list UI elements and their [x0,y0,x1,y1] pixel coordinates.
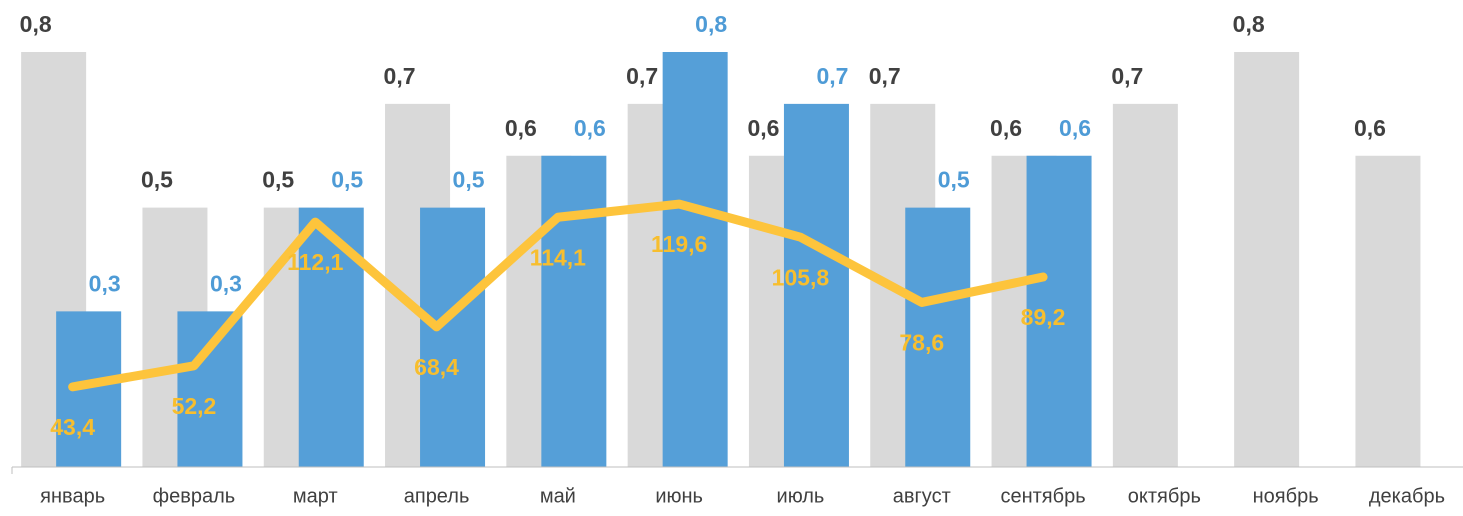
bar [1234,52,1300,467]
data-label: 0,5 [262,167,294,193]
data-label: 0,8 [695,11,727,37]
data-label: 78,6 [899,330,944,356]
data-label: 52,2 [172,393,217,419]
x-tick-label: декабрь [1369,485,1445,507]
data-label: 0,3 [210,270,242,296]
x-tick-label: июль [777,485,825,507]
bar [541,155,607,467]
data-label: 0,6 [747,115,779,141]
data-label: 0,3 [89,270,121,296]
data-label: 0,7 [816,63,848,89]
data-label: 0,6 [1059,115,1091,141]
bar [905,207,971,467]
data-label: 119,6 [651,231,707,257]
data-label: 0,7 [1111,63,1143,89]
data-label: 0,7 [869,63,901,89]
data-label: 0,7 [384,63,416,89]
line [68,199,1048,392]
bar [1112,103,1178,467]
bar [1026,155,1092,467]
data-label: 0,8 [20,11,52,37]
x-tick-label: октябрь [1128,485,1201,507]
data-label: 43,4 [50,414,95,440]
x-tick-label: июнь [655,485,703,507]
data-label: 112,1 [287,249,343,275]
x-tick-label: апрель [404,485,470,507]
data-label: 0,5 [331,167,363,193]
bar [420,207,486,467]
data-label: 68,4 [414,354,459,380]
x-tick-label: август [893,485,951,507]
data-label: 114,1 [530,244,586,270]
x-tick-label: май [540,485,576,507]
data-label: 0,6 [990,115,1022,141]
bar [783,103,849,467]
x-tick-label: сентябрь [1000,485,1085,507]
data-label: 0,6 [505,115,537,141]
x-tick-label: февраль [153,485,236,507]
bar [177,311,243,467]
data-label: 0,5 [453,167,485,193]
data-label: 0,6 [1354,115,1386,141]
bar [1355,155,1421,467]
x-tick-label: январь [40,485,105,507]
data-label: 0,5 [938,167,970,193]
x-tick-label: ноябрь [1253,485,1319,507]
data-label: 0,6 [574,115,606,141]
data-label: 89,2 [1021,304,1066,330]
bar [298,207,364,467]
bar [56,311,122,467]
data-label: 105,8 [772,264,830,290]
data-label: 0,8 [1233,11,1265,37]
data-label: 0,5 [141,167,173,193]
data-label: 0,7 [626,63,658,89]
x-tick-label: март [293,485,338,507]
bar [662,52,728,467]
